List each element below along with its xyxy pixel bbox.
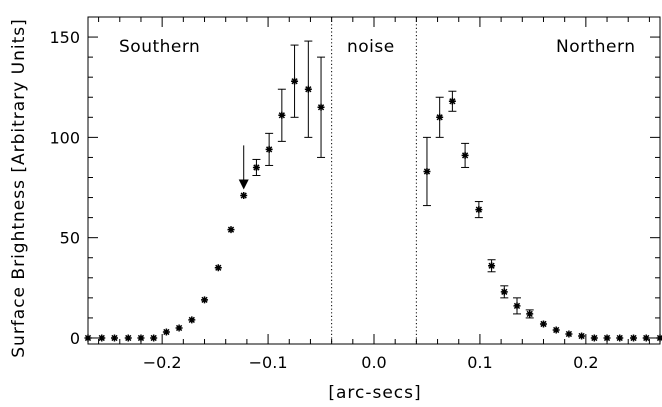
x-tick-label: 0.1	[467, 353, 492, 372]
data-point	[656, 334, 662, 342]
plot-frame	[87, 16, 661, 345]
data-point	[630, 334, 638, 342]
data-point	[227, 226, 235, 234]
region-label-northern: Northern	[556, 37, 635, 57]
axis-ticks	[88, 16, 660, 344]
y-tick-label: 150	[49, 28, 80, 47]
data-point	[488, 262, 496, 270]
data-point	[98, 334, 106, 342]
data-point	[552, 326, 560, 334]
arrow-head	[238, 179, 249, 190]
y-tick-label: 100	[49, 128, 80, 147]
data-point	[500, 288, 508, 296]
data-point	[201, 296, 209, 304]
plot-axes	[87, 16, 661, 345]
data-point	[578, 332, 586, 340]
data-point	[162, 328, 170, 336]
data-point	[526, 310, 534, 318]
data-point	[616, 334, 624, 342]
data-point	[175, 324, 183, 332]
data-point	[137, 334, 145, 342]
data-point	[252, 163, 260, 171]
data-point	[590, 334, 598, 342]
data-point	[423, 167, 431, 175]
data-point	[436, 113, 444, 121]
data-point	[448, 97, 456, 105]
data-point	[304, 85, 312, 93]
data-point	[150, 334, 158, 342]
data-point	[642, 334, 650, 342]
data-points	[84, 40, 662, 342]
data-point	[265, 145, 273, 153]
data-point	[84, 334, 92, 342]
data-point	[240, 192, 248, 200]
axis-tick-labels: −0.2 −0.1 0.0 0.1 0.2 0 50 100 150	[49, 28, 598, 372]
data-point	[461, 151, 469, 159]
data-point	[565, 330, 573, 338]
y-tick-label: 50	[60, 229, 80, 248]
data-point	[278, 111, 286, 119]
y-axis-label: Surface Brightness [Arbitrary Units]	[9, 18, 29, 358]
x-tick-label: 0.0	[361, 353, 386, 372]
x-tick-label: 0.2	[573, 353, 598, 372]
data-point	[475, 206, 483, 214]
data-point	[513, 302, 521, 310]
upper-limit-arrow	[238, 145, 249, 190]
data-point	[188, 316, 196, 324]
x-axis-label: [arc-secs]	[328, 383, 421, 403]
region-label-southern: Southern	[119, 37, 200, 57]
noise-boundaries	[331, 17, 417, 344]
data-point	[110, 334, 118, 342]
data-point	[124, 334, 132, 342]
x-tick-label: −0.1	[249, 353, 288, 372]
data-point	[317, 103, 325, 111]
x-tick-label: −0.2	[143, 353, 182, 372]
region-label-noise: noise	[347, 37, 395, 57]
data-point	[603, 334, 611, 342]
data-point	[214, 264, 222, 272]
data-point	[291, 77, 299, 85]
y-tick-label: 0	[70, 329, 80, 348]
data-point	[539, 320, 547, 328]
